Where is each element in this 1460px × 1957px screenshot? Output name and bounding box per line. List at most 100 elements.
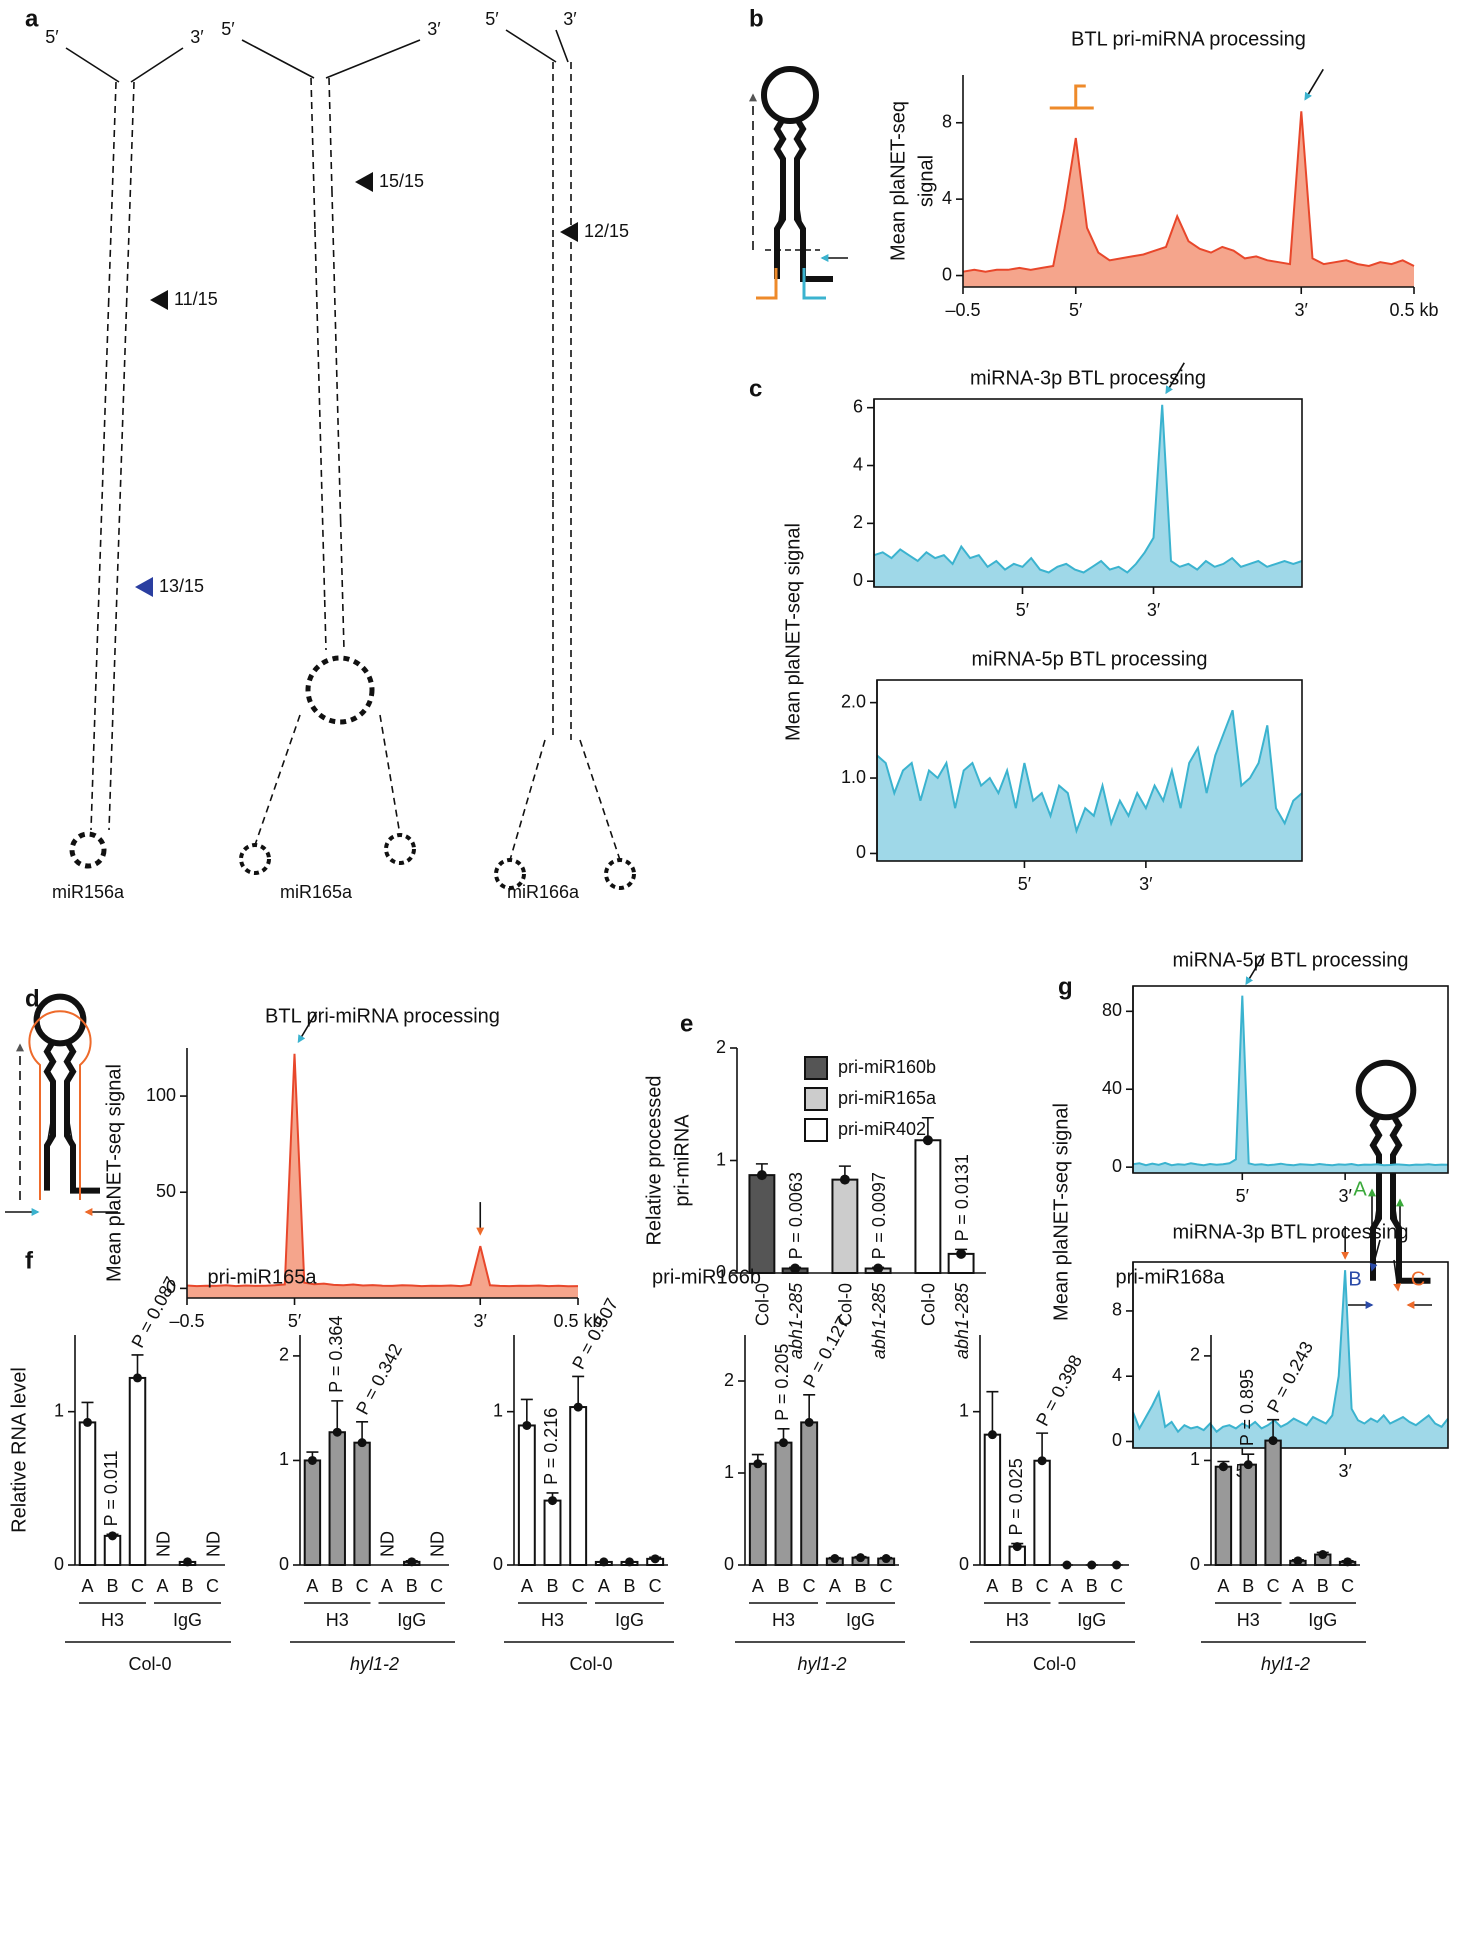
x-tick-label: 3′: [1338, 1461, 1352, 1481]
cleavage-site: [150, 290, 168, 310]
mirna-strand: [1392, 1194, 1400, 1238]
y-tick-label: 0: [1112, 1156, 1122, 1176]
branch-loop: [604, 858, 636, 890]
error-bar: [1036, 1432, 1049, 1461]
y-tick-label: 4: [942, 188, 952, 208]
primer-label: A: [1353, 1178, 1367, 1200]
y-axis-label: Mean plaNET-seq: [887, 101, 909, 261]
nucleotide-strand: [328, 77, 333, 191]
y-tick-label: 0: [724, 1554, 734, 1574]
x-tick-label: 5′: [1236, 1186, 1250, 1206]
primer-arrow: [1393, 1259, 1402, 1292]
category-label: C: [1036, 1576, 1049, 1596]
five-prime: 5′: [221, 19, 235, 39]
terminal-loop: [305, 655, 375, 725]
panel-label: g: [1058, 973, 1073, 1000]
bar: [303, 1459, 322, 1567]
error-bar: [1242, 1453, 1255, 1465]
category-label: A: [1292, 1576, 1304, 1596]
group-label: IgG: [1077, 1610, 1106, 1630]
category-label: A: [81, 1576, 93, 1596]
legend-swatch: [804, 1087, 828, 1111]
signal-line: [962, 111, 1415, 273]
strand-end: [555, 29, 569, 63]
group-label: H3: [541, 1610, 564, 1630]
p-value: P = 0.025: [1006, 1458, 1026, 1535]
hairpin-loop: [761, 66, 819, 124]
p-value: P = 0.398: [1032, 1352, 1086, 1430]
bar: [831, 1178, 859, 1274]
site-fraction: 11/15: [174, 289, 218, 309]
y-axis-label: Relative processed: [643, 1075, 665, 1245]
bar: [748, 1174, 776, 1274]
y-axis-label: Relative RNA level: [8, 1367, 30, 1533]
site-fraction: 15/15: [379, 171, 424, 191]
category-label: A: [598, 1576, 610, 1596]
group-label: H3: [772, 1610, 795, 1630]
category-label: B: [181, 1576, 193, 1596]
category-label: A: [752, 1576, 764, 1596]
area-fill: [874, 404, 1302, 587]
p-value: P = 0.895: [1237, 1369, 1257, 1446]
error-bar: [1341, 1560, 1354, 1562]
y-tick-label: 1: [716, 1149, 726, 1169]
category-label: B: [106, 1576, 118, 1596]
branch: [579, 739, 621, 861]
terminal-loop: [69, 831, 107, 869]
nucleotide-strand: [97, 299, 110, 601]
chart-title: BTL pri-miRNA processing: [265, 1005, 500, 1027]
error-bar: [331, 1400, 344, 1433]
category-label: C: [1110, 1576, 1123, 1596]
category-label: A: [1061, 1576, 1073, 1596]
structure-name: miR165a: [280, 882, 353, 902]
y-tick-label: 2: [716, 1037, 726, 1057]
5p-marker: [1049, 84, 1094, 110]
y-tick-label: 0: [279, 1554, 289, 1574]
five-prime: 5′: [485, 9, 499, 29]
error-bar: [572, 1375, 585, 1408]
error-bar: [356, 1420, 369, 1443]
y-tick-label: 50: [156, 1181, 176, 1201]
y-tick-label: 6: [853, 396, 863, 416]
group-label: IgG: [173, 1610, 202, 1630]
branch: [379, 714, 401, 836]
genotype-label: Col-0: [1033, 1654, 1076, 1674]
chart-title: pri-miR165a: [208, 1266, 318, 1288]
nucleotide-strand: [125, 81, 135, 301]
category-label: C: [1341, 1576, 1354, 1596]
category-label: A: [829, 1576, 841, 1596]
y-axis-label: Mean plaNET-seq signal: [1050, 1103, 1072, 1321]
genotype-label: Col-0: [569, 1654, 612, 1674]
p-value: P = 0.216: [541, 1408, 561, 1485]
site-fraction: 12/15: [584, 221, 629, 241]
error-bar: [405, 1560, 418, 1562]
branch: [254, 714, 301, 846]
primer-label: B: [1348, 1268, 1361, 1290]
bar: [78, 1421, 97, 1567]
error-bar: [106, 1533, 119, 1536]
hairpin-loop: [1355, 1059, 1417, 1121]
bar: [353, 1441, 371, 1566]
category-label: C: [1267, 1576, 1280, 1596]
strand-end: [130, 47, 184, 83]
p-value: P = 0.507: [568, 1295, 622, 1373]
x-tick-label: 3′: [1338, 1186, 1352, 1206]
group-label: H3: [326, 1610, 349, 1630]
y-tick-label: 0: [166, 1277, 176, 1297]
bar-point: [839, 1174, 850, 1185]
y-axis-label: pri-miRNA: [671, 1114, 693, 1207]
category-label: C: [649, 1576, 662, 1596]
bar: [914, 1139, 942, 1274]
category-label: A: [381, 1576, 393, 1596]
y-tick-label: 2: [853, 512, 863, 532]
three-prime: 3′: [427, 19, 441, 39]
category-label: B: [1242, 1576, 1254, 1596]
signal-line: [186, 1053, 579, 1288]
y-tick-label: 0: [54, 1554, 64, 1574]
nucleotide-strand: [107, 81, 117, 301]
category-label: C: [880, 1576, 893, 1596]
area-fill: [1133, 1270, 1448, 1448]
x-tick-label: –0.5: [945, 300, 980, 320]
nucleotide-strand: [323, 599, 327, 651]
